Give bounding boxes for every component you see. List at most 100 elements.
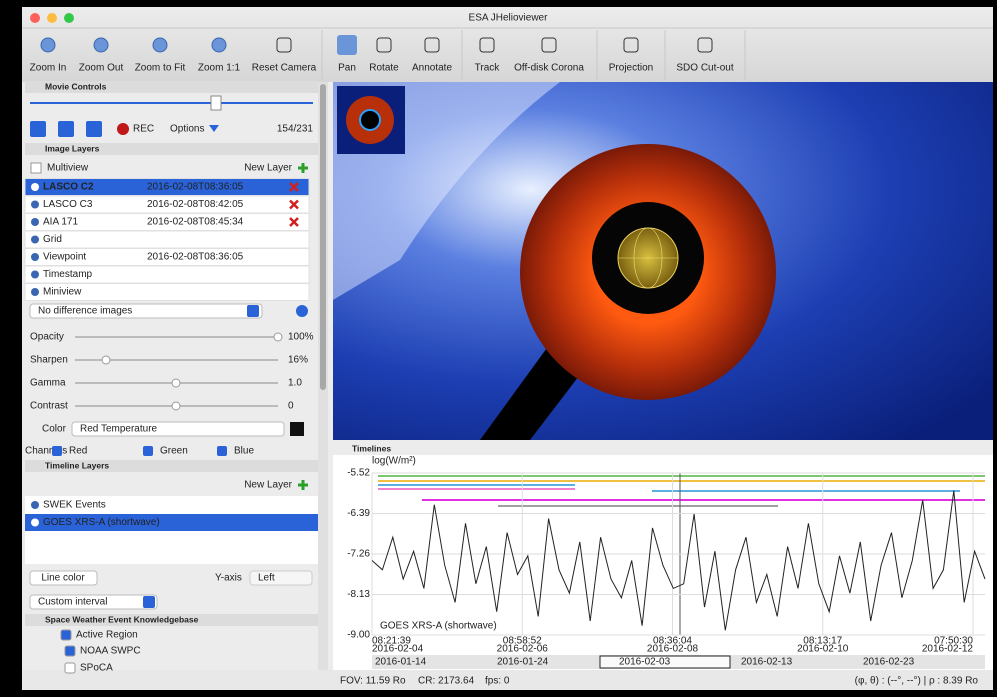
checkbox-checked[interactable] <box>52 446 62 456</box>
scroll-thumb[interactable] <box>320 84 326 390</box>
remove-layer[interactable] <box>289 182 299 192</box>
close-button[interactable] <box>30 13 40 23</box>
add-icon[interactable] <box>298 163 308 173</box>
checkbox[interactable] <box>30 162 42 174</box>
channel-label: Blue <box>234 446 254 457</box>
slider-knob[interactable] <box>101 355 111 365</box>
series-name: GOES XRS-A (shortwave) <box>380 621 497 632</box>
zoom-button[interactable] <box>64 13 74 23</box>
layer-name: Grid <box>43 234 62 245</box>
remove-layer[interactable] <box>289 199 299 210</box>
y-tick-label: -6.39 <box>347 508 370 519</box>
checkbox-checked[interactable] <box>143 446 153 456</box>
y-tick-label: -5.52 <box>347 468 370 479</box>
toolbar-label: SDO Cut-out <box>676 63 733 74</box>
layer-row[interactable] <box>25 496 318 514</box>
visibility-icon[interactable] <box>31 200 39 209</box>
toolbar-label: Zoom In <box>30 63 67 74</box>
tool-icon <box>479 37 495 53</box>
slider-knob[interactable] <box>171 401 181 411</box>
timeline-layer-name: GOES XRS-A (shortwave) <box>43 517 160 528</box>
remove-layer[interactable] <box>289 217 299 227</box>
checkbox[interactable] <box>60 629 72 641</box>
visibility-icon[interactable] <box>31 253 39 261</box>
playback-button[interactable] <box>58 121 74 137</box>
visibility-icon[interactable] <box>31 270 39 279</box>
layer-name: AIA 171 <box>43 217 78 228</box>
layer-row[interactable] <box>24 230 310 249</box>
dropdown-arrow[interactable] <box>247 305 259 317</box>
toolbar-label: Reset Camera <box>252 63 317 74</box>
checkbox[interactable] <box>64 645 76 657</box>
section-header <box>25 143 318 155</box>
options-label: Options <box>170 124 204 135</box>
colormap-swatch[interactable] <box>290 422 304 436</box>
new-layer-label: New Layer <box>244 163 292 174</box>
slider-knob[interactable] <box>171 378 181 388</box>
toolbar-label: Rotate <box>369 63 399 74</box>
slider-knob[interactable] <box>273 332 283 342</box>
section-header <box>25 81 318 93</box>
section-title: Timeline Layers <box>45 460 109 470</box>
visibility-icon[interactable] <box>31 218 39 226</box>
line-color-label: Line color <box>41 573 85 584</box>
status-cr: CR: 2173.64 <box>418 676 475 687</box>
swek-item: NOAA SWPC <box>80 646 141 657</box>
checkbox-checked[interactable] <box>217 446 227 456</box>
layer-name: Timestamp <box>43 269 93 280</box>
toolbar-label: Zoom 1:1 <box>198 63 241 74</box>
adjust-value: 1.0 <box>288 378 302 389</box>
adjust-value: 16% <box>288 355 308 366</box>
layer-name: Viewpoint <box>43 252 86 263</box>
visibility-icon[interactable] <box>31 183 39 191</box>
y-tick-label: -8.13 <box>347 589 370 600</box>
info-icon[interactable] <box>296 305 308 317</box>
range-selector[interactable] <box>599 655 731 669</box>
miniview-viewport <box>359 109 381 131</box>
y-axis-dropdown[interactable] <box>249 570 313 586</box>
checkbox[interactable] <box>64 662 76 674</box>
adjust-label: Contrast <box>30 401 68 412</box>
status-fps: fps: 0 <box>485 676 510 687</box>
range-label: 2016-01-24 <box>497 657 549 668</box>
minimize-button[interactable] <box>47 13 57 23</box>
layer-row[interactable] <box>24 283 310 301</box>
visibility-icon[interactable] <box>31 501 39 509</box>
section-header <box>25 614 318 626</box>
layer-name: Miniview <box>43 287 82 298</box>
section-title: Movie Controls <box>45 81 107 91</box>
add-icon[interactable] <box>298 480 308 490</box>
tool-icon <box>276 37 292 53</box>
rec-button[interactable] <box>117 123 129 135</box>
color-label: Color <box>42 424 67 435</box>
x-tick-time: 08:13:17 <box>803 636 842 647</box>
visibility-icon[interactable] <box>31 518 39 527</box>
y-axis-value: Left <box>258 573 275 584</box>
visibility-icon[interactable] <box>31 235 39 244</box>
toolbar-label: Off-disk Corona <box>514 63 584 74</box>
section-title: Image Layers <box>45 143 100 153</box>
line-color-button[interactable] <box>29 570 98 586</box>
y-axis-label: log(W/m²) <box>372 456 416 467</box>
color-value: Red Temperature <box>80 424 158 435</box>
playback-button[interactable] <box>30 121 46 137</box>
x-tick-time: 08:58:52 <box>503 636 542 647</box>
dropdown-arrow[interactable] <box>143 596 155 608</box>
tool-icon <box>697 37 713 53</box>
interval-dropdown[interactable] <box>29 594 158 610</box>
difference-dropdown[interactable] <box>29 303 263 319</box>
tool-icon <box>93 37 109 53</box>
layer-row[interactable] <box>25 514 318 531</box>
layer-name: LASCO C2 <box>43 182 94 193</box>
movie-slider-knob[interactable] <box>210 95 222 111</box>
visibility-icon[interactable] <box>31 288 39 296</box>
options-arrow[interactable] <box>209 125 219 132</box>
color-dropdown[interactable] <box>71 421 285 437</box>
range-label: 2016-02-03 <box>619 657 671 668</box>
interval-label: Custom interval <box>38 597 107 608</box>
playback-button[interactable] <box>86 121 102 137</box>
timeline-layer-name: SWEK Events <box>43 500 106 511</box>
x-tick-date: 2016-02-12 <box>922 644 974 655</box>
